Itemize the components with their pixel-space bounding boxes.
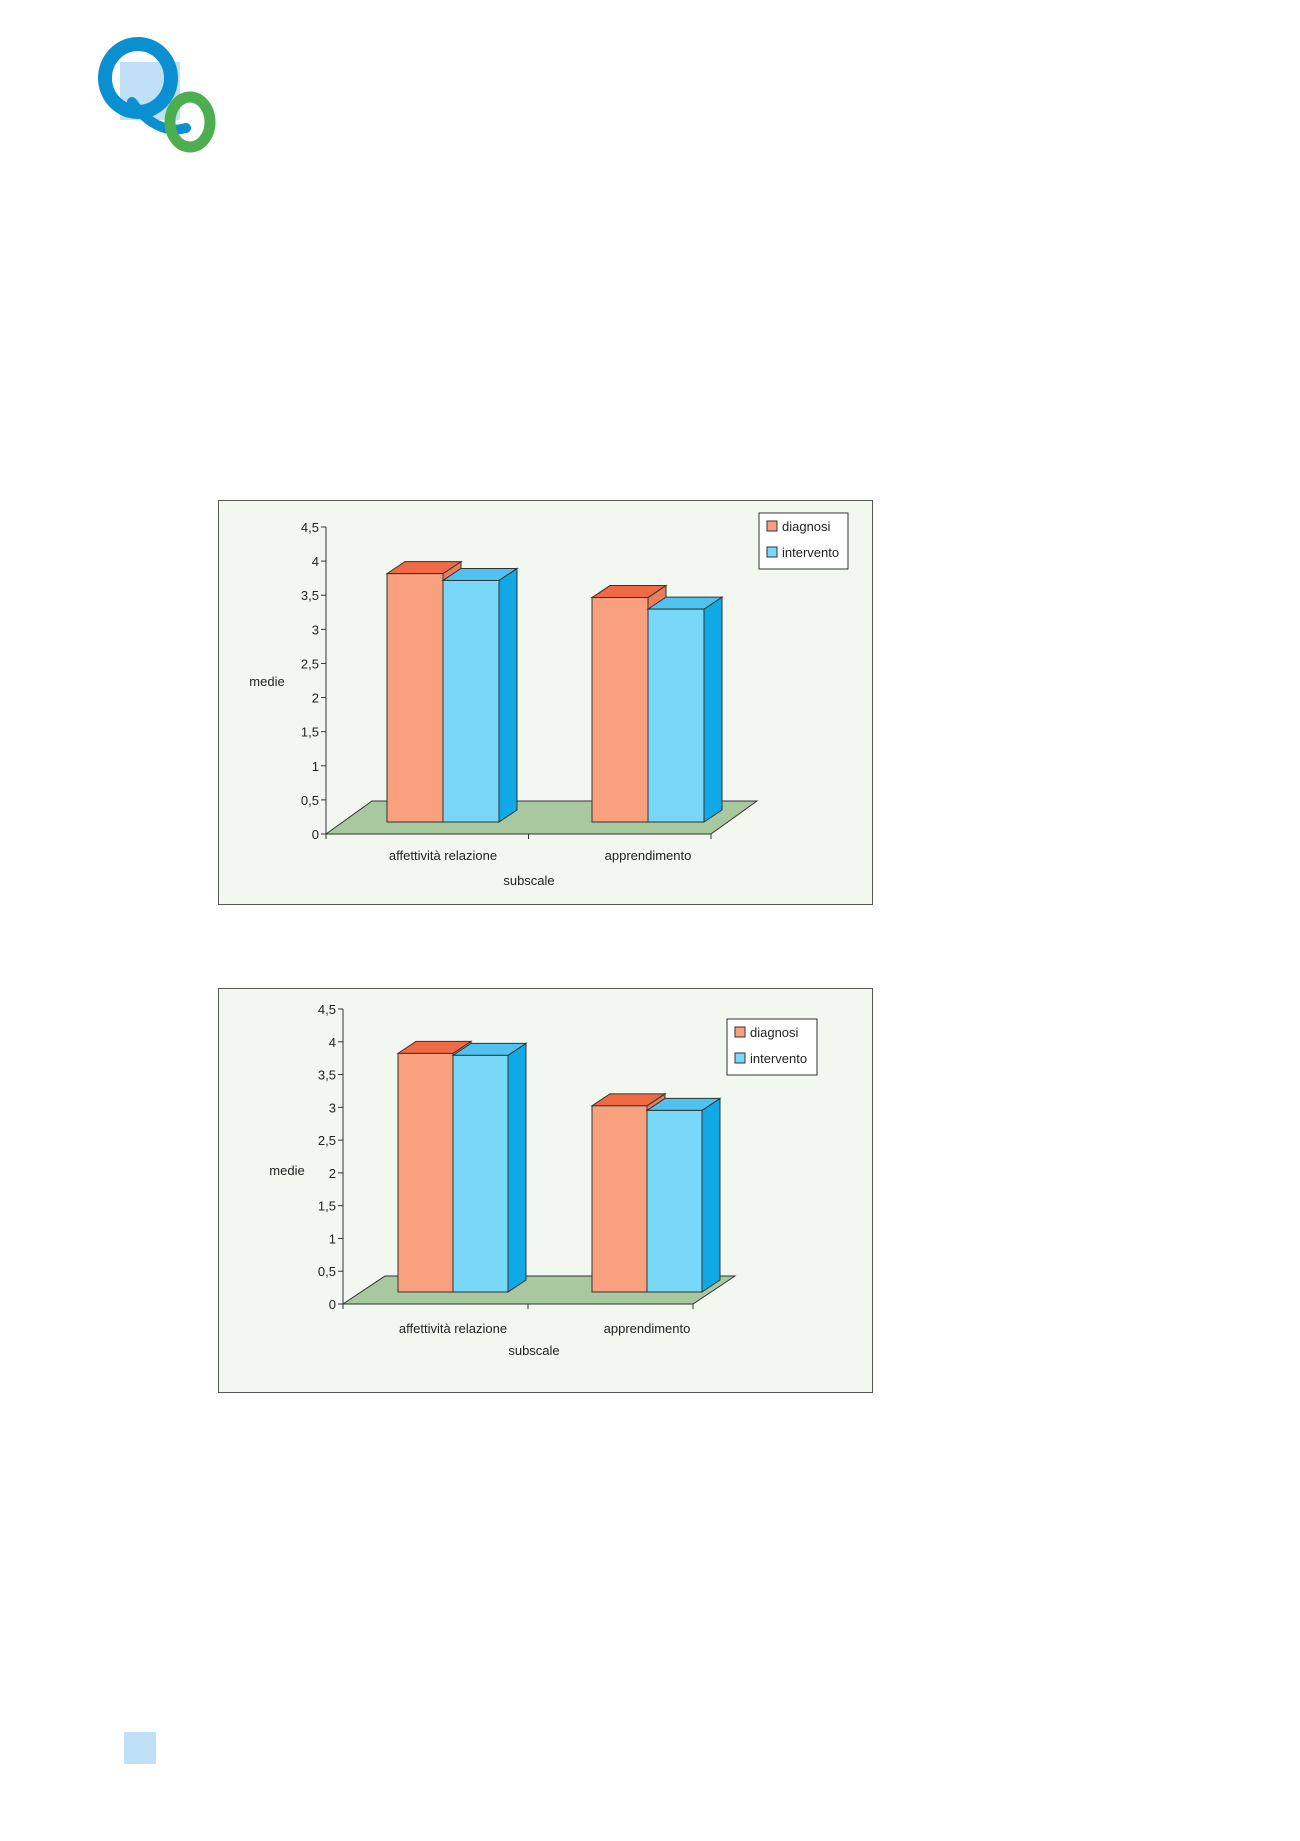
chart-2-legend-label-intervento: intervento xyxy=(750,1051,807,1066)
chart-1-bar-diagnosi xyxy=(591,597,649,823)
chart-2-y-tick-label: 0,5 xyxy=(318,1264,336,1279)
chart-2-y-tick-label: 1 xyxy=(329,1231,336,1246)
chart-1-category-label: affettività relazione xyxy=(389,848,497,863)
chart-2-legend-label-diagnosi: diagnosi xyxy=(750,1025,799,1040)
page-corner-square xyxy=(124,1732,156,1764)
chart-2-category-label: affettività relazione xyxy=(399,1321,507,1336)
chart-1-y-tick-label: 3,5 xyxy=(301,588,319,603)
chart-1-y-axis-label: medie xyxy=(249,674,284,689)
logo-o-letter xyxy=(164,91,216,153)
chart-2-y-tick-label: 2,5 xyxy=(318,1133,336,1148)
chart-2-y-tick-label: 0 xyxy=(329,1297,336,1312)
chart-2-y-tick-label: 2 xyxy=(329,1166,336,1181)
chart-1-category-label: apprendimento xyxy=(605,848,692,863)
chart-1-x-axis-label: subscale xyxy=(503,873,554,888)
logo-q-letter xyxy=(98,37,191,135)
chart-1-y-tick-label: 1,5 xyxy=(301,725,319,740)
chart-2-x-axis-label: subscale xyxy=(508,1343,559,1358)
chart-1-y-tick-label: 4 xyxy=(312,554,319,569)
chart-1-y-tick-label: 0 xyxy=(312,827,319,842)
chart-1-legend-label-intervento: intervento xyxy=(782,545,839,560)
chart-2-y-axis-label: medie xyxy=(269,1163,304,1178)
chart-2-y-tick-label: 4 xyxy=(329,1035,336,1050)
chart-1-bar-side-intervento xyxy=(498,567,518,823)
chart-1-legend-label-diagnosi: diagnosi xyxy=(782,519,831,534)
chart-1-bar-diagnosi xyxy=(386,573,444,823)
chart-2-category-label: apprendimento xyxy=(604,1321,691,1336)
chart-2: 0 0,5 1 1,5 2 2,5 3 3,5 4 4,5 affettività relazion… xyxy=(218,988,873,1393)
chart-2-bar-diagnosi xyxy=(397,1052,454,1293)
chart-2-y-tick-label: 4,5 xyxy=(318,1002,336,1017)
chart-1-y-tick-label: 2,5 xyxy=(301,656,319,671)
logo xyxy=(98,37,216,153)
chart-1-svg: 0 0,5 1 1,5 2 2,5 3 3,5 4 4,5 affettività relazion… xyxy=(249,512,849,888)
chart-2-legend-swatch-diagnosi xyxy=(734,1026,746,1038)
chart-1-y-tick-label: 4,5 xyxy=(301,520,319,535)
chart-1-bar-side-intervento xyxy=(703,596,723,823)
chart-1-legend-swatch-diagnosi xyxy=(766,520,778,532)
chart-2-legend-swatch-intervento xyxy=(734,1052,746,1064)
chart-1-bar-intervento xyxy=(442,579,500,823)
chart-2-bar-side-intervento xyxy=(701,1097,721,1293)
chart-2-y-tick-label: 1,5 xyxy=(318,1199,336,1214)
chart-1-legend-swatch-intervento xyxy=(766,546,778,558)
chart-2-bar-intervento xyxy=(646,1109,703,1293)
chart-2-bar-diagnosi xyxy=(591,1105,648,1293)
chart-2-y-tick-label: 3,5 xyxy=(318,1068,336,1083)
chart-1-y-tick-label: 2 xyxy=(312,691,319,706)
chart-1-y-tick-label: 3 xyxy=(312,622,319,637)
chart-2-bar-intervento xyxy=(452,1054,509,1293)
chart-2-svg: 0 0,5 1 1,5 2 2,5 3 3,5 4 4,5 affettività relazion… xyxy=(269,1002,818,1358)
chart-2-bar-side-intervento xyxy=(507,1042,527,1293)
chart-1-y-tick-label: 1 xyxy=(312,759,319,774)
chart-1: 0 0,5 1 1,5 2 2,5 3 3,5 4 4,5 affettività relazion… xyxy=(218,500,873,905)
chart-1-bar-intervento xyxy=(647,608,705,823)
chart-2-y-tick-label: 3 xyxy=(329,1100,336,1115)
chart-1-y-tick-label: 0,5 xyxy=(301,793,319,808)
